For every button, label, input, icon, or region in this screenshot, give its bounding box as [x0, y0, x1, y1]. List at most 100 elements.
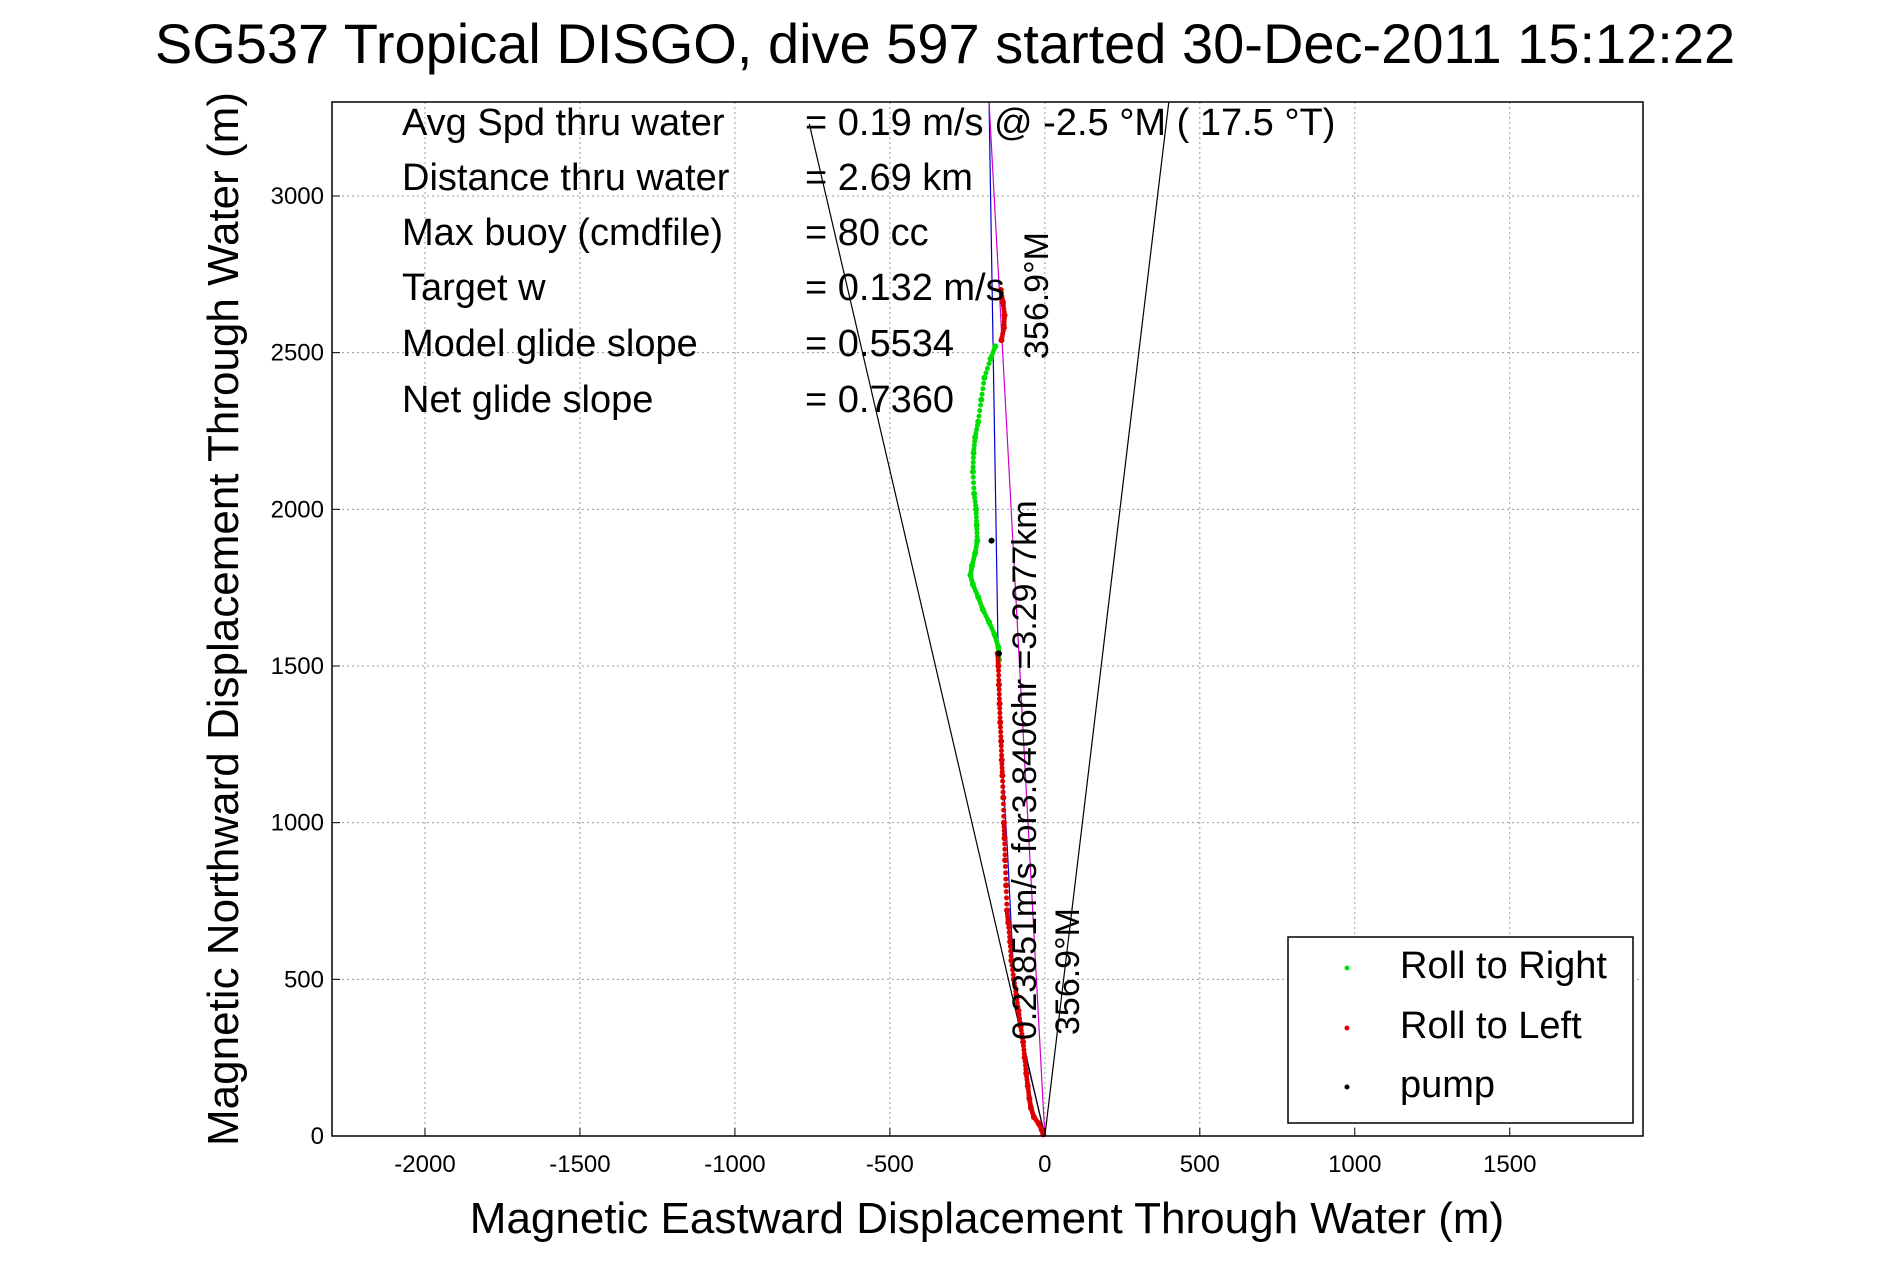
data-point [1003, 882, 1010, 889]
data-point [985, 365, 990, 371]
data-point [996, 672, 1002, 678]
series-pump [988, 537, 1002, 657]
data-point [973, 514, 979, 520]
data-point [999, 765, 1005, 771]
stat-label: Max buoy (cmdfile) [402, 212, 723, 254]
data-point [1017, 1016, 1023, 1021]
legend: Roll to Right Roll to Left pump [1287, 936, 1634, 1124]
data-point [1003, 889, 1009, 895]
stat-label: Avg Spd thru water [402, 102, 725, 144]
data-point [1014, 1000, 1020, 1006]
data-point [996, 687, 1002, 692]
data-point [1008, 953, 1014, 959]
data-point [977, 408, 983, 414]
stat-label: Distance thru water [402, 157, 730, 199]
data-point [971, 480, 977, 486]
data-point [996, 691, 1002, 697]
y-tick-label: 2000 [271, 496, 324, 523]
data-point [970, 449, 977, 456]
data-point [976, 413, 982, 419]
data-point [1008, 948, 1014, 954]
data-point [1010, 976, 1017, 983]
stats-block: Avg Spd thru water = 0.19 m/s @ -2.5 °M (… [402, 102, 1335, 421]
plot-frame [331, 101, 1644, 1137]
data-point [1023, 1066, 1029, 1072]
data-point [1002, 857, 1009, 864]
data-point [971, 490, 978, 497]
data-point [998, 738, 1005, 745]
data-point [973, 510, 979, 516]
legend-label: Roll to Right [1400, 945, 1607, 987]
data-point [1008, 957, 1015, 964]
data-point [970, 459, 976, 465]
series-roll-to-right [967, 343, 1002, 663]
data-point [998, 743, 1004, 749]
data-point [1003, 876, 1009, 882]
data-point [974, 530, 980, 536]
legend-marker [1344, 1025, 1350, 1031]
data-point [1002, 864, 1008, 870]
data-point [1004, 895, 1010, 901]
x-tick-label: 1000 [1328, 1151, 1381, 1178]
data-point [999, 752, 1005, 758]
data-point [972, 499, 978, 504]
line-heading [988, 101, 1046, 1137]
data-point [980, 386, 986, 392]
x-tick-label: -2000 [394, 1151, 455, 1178]
data-point [1003, 870, 1009, 876]
data-point [995, 681, 1002, 688]
data-point [972, 434, 979, 441]
data-point [1007, 938, 1014, 945]
chart-title: SG537 Tropical DISGO, dive 597 started 3… [155, 12, 1735, 75]
line-cone-right [1044, 101, 1170, 1137]
data-point [1000, 778, 1006, 784]
data-point [987, 355, 994, 362]
data-point [979, 391, 985, 397]
data-point [983, 370, 989, 376]
data-point [997, 710, 1003, 716]
data-point [971, 485, 977, 491]
data-point [996, 677, 1002, 683]
y-tick-label: 500 [284, 966, 324, 993]
data-point [998, 729, 1004, 735]
x-tick-label: -1000 [704, 1151, 765, 1178]
data-point [1002, 852, 1008, 858]
data-point [1002, 841, 1008, 847]
data-point [1004, 907, 1011, 914]
data-point [997, 719, 1004, 726]
data-point [1007, 934, 1013, 940]
data-point [986, 361, 992, 367]
data-point [1015, 1004, 1021, 1010]
data-point [1000, 801, 1006, 807]
y-tick-label: 0 [311, 1123, 324, 1150]
data-point [978, 402, 984, 408]
stat-value: = 0.132 m/s [805, 267, 1005, 309]
data-point [974, 426, 980, 432]
data-point [1022, 1063, 1028, 1068]
data-point [1001, 828, 1007, 833]
data-point [973, 522, 980, 528]
data-point [972, 495, 978, 501]
data-point [1000, 819, 1007, 826]
data-point [1021, 1047, 1027, 1053]
data-points [967, 287, 1047, 1138]
data-point [1023, 1070, 1030, 1077]
heading-top-annotation: 356.9°M [1018, 232, 1056, 359]
y-tick-label: 1500 [271, 653, 324, 680]
data-point [971, 442, 977, 448]
y-tick-label: 1000 [271, 810, 324, 837]
data-point [1017, 1023, 1024, 1030]
x-ticks: -2000 -1500 -1000 -500 0 500 1000 1500 [394, 1128, 1536, 1178]
data-point [1000, 784, 1006, 790]
data-point [1006, 929, 1012, 935]
data-point [996, 696, 1002, 702]
data-point [1001, 835, 1008, 842]
data-point [970, 464, 976, 470]
data-point [1020, 1035, 1026, 1041]
y-tick-label: 2500 [271, 340, 324, 367]
data-point [988, 537, 995, 544]
data-point [1002, 846, 1008, 852]
speed-annotation: 0.23851m/s for3.8406hr =3.2977km [1006, 500, 1044, 1040]
stat-label: Target w [402, 267, 546, 309]
